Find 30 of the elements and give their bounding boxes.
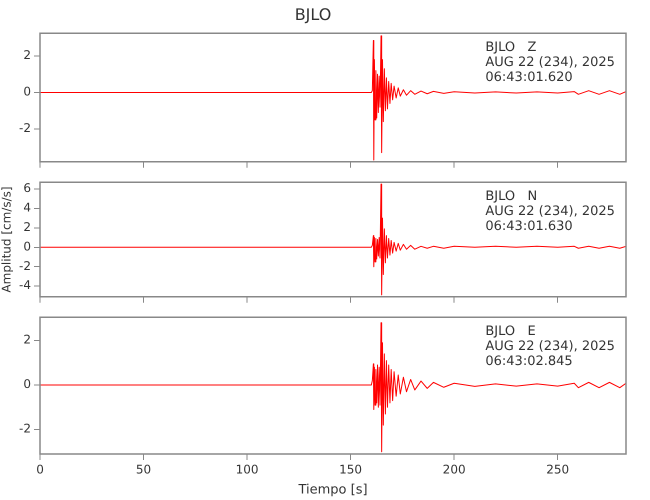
y-tick-label: 0 (23, 239, 31, 254)
annotation: BJLO N (485, 189, 538, 204)
x-tick-label: 50 (136, 462, 152, 476)
y-tick-label: -2 (19, 258, 31, 273)
x-axis-title: Tiempo [s] (297, 482, 368, 498)
annotation: 06:43:01.620 (485, 70, 573, 86)
annotation: AUG 22 (234), 2025 (485, 339, 615, 354)
y-tick-label: 4 (23, 200, 31, 215)
y-tick-label: 6 (23, 181, 31, 196)
y-tick-label: 2 (23, 332, 31, 347)
annotation: 06:43:02.845 (485, 354, 573, 370)
x-tick-label: 150 (339, 462, 362, 476)
x-tick-label: 200 (442, 462, 466, 476)
y-tick-label: -4 (19, 278, 31, 292)
y-tick-label: 0 (23, 377, 31, 392)
y-tick-label: 2 (23, 48, 31, 62)
x-tick-label: 0 (36, 462, 44, 476)
annotation: BJLO Z (485, 40, 537, 56)
x-tick-label: 100 (236, 462, 259, 476)
y-tick-label: 2 (23, 220, 31, 234)
x-tick-label: 250 (546, 462, 570, 476)
y-tick-label: -2 (19, 121, 31, 136)
annotation: 06:43:01.630 (485, 219, 573, 234)
y-tick-label: 0 (23, 84, 31, 99)
chart-title: BJLO (294, 4, 332, 24)
annotation: AUG 22 (234), 2025 (485, 55, 615, 70)
annotation: AUG 22 (234), 2025 (485, 204, 615, 220)
y-axis-title: Amplitud [cm/s/s] (0, 186, 14, 293)
annotation: BJLO E (485, 324, 536, 340)
y-tick-label: -2 (19, 422, 31, 436)
